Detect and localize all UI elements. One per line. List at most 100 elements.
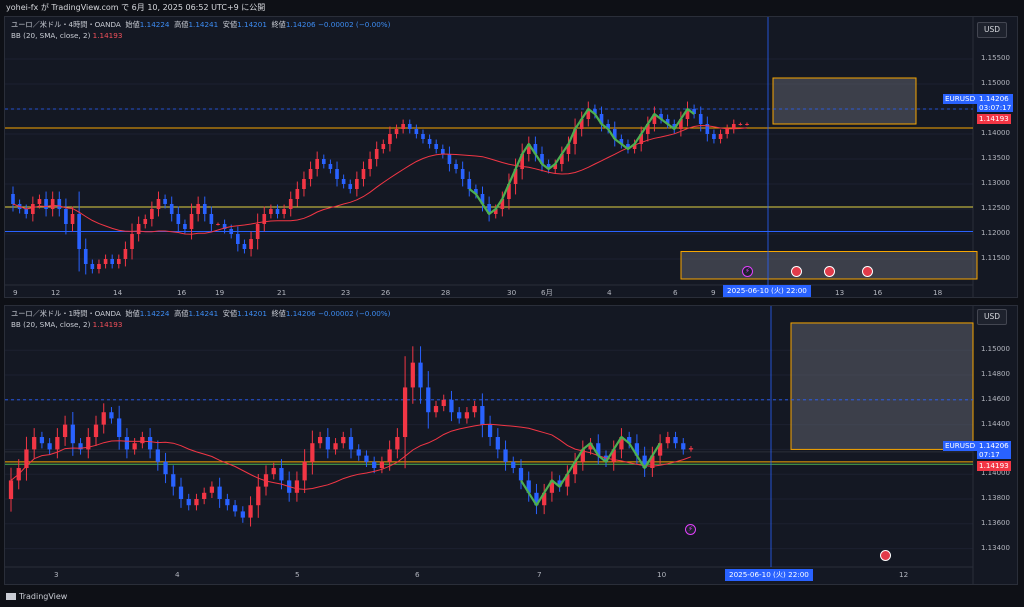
publish-header: yohei-fx が TradingView.com で 6月 10, 2025… (0, 0, 1024, 16)
candle-body (271, 468, 276, 475)
candle-body (315, 159, 319, 169)
x-tick-label: 4 (175, 570, 180, 579)
candle-body (632, 144, 637, 149)
candle-body (248, 505, 253, 518)
y-tick-label: 1.13000 (981, 179, 1010, 187)
crosshair-date-label: 2025-06-10 (火) 22:00 (723, 285, 811, 297)
x-tick-label: 10 (657, 570, 667, 579)
candle-body (282, 209, 286, 214)
candle-body (64, 209, 68, 224)
us-flag-event-icon[interactable] (824, 266, 835, 277)
candle-body (325, 437, 330, 450)
candle-body (183, 224, 187, 229)
x-tick-label: 16 (873, 288, 883, 297)
candle-body (553, 164, 558, 169)
candle-body (317, 437, 323, 444)
candle-body (407, 124, 412, 129)
candle-body (639, 134, 644, 144)
candle-body (132, 443, 137, 450)
symbol-tag: EURUSD (943, 441, 978, 451)
candle-body (599, 114, 604, 124)
us-flag-event-icon[interactable] (862, 266, 873, 277)
candle-body (526, 480, 531, 493)
us-flag-event-icon[interactable] (880, 550, 891, 561)
chart-panel-1h[interactable]: ユーロ／米ドル・1時間・OANDA 始値1.14224 高値1.14241 安値… (4, 305, 1018, 585)
candle-body (279, 468, 284, 481)
candle-body (176, 214, 181, 224)
x-tick-label: 19 (215, 288, 225, 297)
lightning-event-icon[interactable]: ⚡ (742, 266, 753, 277)
candle-body (549, 480, 555, 493)
lightning-event-icon[interactable]: ⚡ (685, 524, 696, 535)
candle-body (341, 179, 346, 184)
candle-body (194, 499, 199, 506)
y-tick-label: 1.14600 (981, 394, 1010, 403)
candle-body (348, 184, 353, 189)
candle-body (681, 443, 686, 450)
candle-body (606, 124, 610, 129)
candle-body (156, 199, 161, 209)
candle-body (394, 129, 399, 134)
symbol-info-line: ユーロ／米ドル・1時間・OANDA 始値1.14224 高値1.14241 安値… (11, 309, 391, 318)
candle-body (518, 468, 524, 481)
candle-body (688, 448, 694, 450)
candle-body (361, 169, 366, 179)
currency-button[interactable]: USD (977, 22, 1007, 38)
chart-canvas-4h[interactable] (5, 17, 1018, 298)
candle-body (186, 499, 191, 506)
candle-body (209, 486, 215, 493)
rectangle-zone (772, 77, 917, 125)
candle-body (414, 129, 419, 134)
candle-body (454, 164, 458, 169)
candle-body (572, 461, 578, 475)
candle-body (50, 199, 55, 209)
candle-body (745, 124, 749, 125)
candle-body (460, 169, 465, 179)
candle-body (718, 134, 723, 139)
x-tick-label: 5 (295, 570, 300, 579)
price-tag: 1.14206 07:17 (977, 441, 1011, 459)
y-tick-label: 1.13500 (981, 154, 1010, 162)
x-tick-label: 28 (441, 288, 451, 297)
candle-body (169, 204, 174, 214)
candle-body (356, 449, 361, 456)
us-flag-event-icon[interactable] (791, 266, 802, 277)
candle-body (232, 505, 238, 512)
x-tick-label: 26 (381, 288, 391, 297)
candle-body (495, 437, 500, 450)
currency-button[interactable]: USD (977, 309, 1007, 325)
candle-body (652, 114, 657, 124)
wave-drawing (520, 435, 662, 507)
y-tick-label: 1.15000 (981, 79, 1010, 87)
y-tick-label: 1.14000 (981, 469, 1010, 478)
candle-body (90, 264, 95, 269)
chart-canvas-1h[interactable] (5, 306, 1018, 585)
indicator-legend[interactable]: BB (20, SMA, close, 2) 1.14193 (11, 31, 123, 40)
candle-body (560, 154, 564, 164)
candle-body (236, 234, 240, 244)
chart-panel-4h[interactable]: ユーロ／米ドル・4時間・OANDA 始値1.14224 高値1.14241 安値… (4, 16, 1018, 298)
candle-body (401, 124, 405, 129)
indicator-legend[interactable]: BB (20, SMA, close, 2) 1.14193 (11, 320, 123, 329)
y-tick-label: 1.14800 (981, 370, 1010, 379)
candle-body (731, 124, 736, 129)
candle-body (493, 209, 498, 214)
candle-body (513, 169, 518, 184)
candle-body (124, 437, 130, 450)
candle-body (31, 204, 35, 214)
candle-body (163, 199, 167, 204)
candle-body (705, 124, 710, 134)
candle-body (487, 204, 491, 214)
candle-body (155, 449, 160, 462)
candle-body (143, 219, 148, 224)
x-tick-label: 30 (507, 288, 517, 297)
x-tick-label: 14 (113, 288, 123, 297)
y-tick-label: 1.12500 (981, 204, 1010, 212)
candle-body (480, 406, 485, 425)
candle-body (77, 214, 81, 249)
tradingview-footer[interactable]: TradingView (6, 591, 67, 603)
y-tick-label: 1.13600 (981, 518, 1010, 527)
candle-body (665, 437, 670, 444)
candle-body (24, 449, 29, 469)
candle-body (565, 474, 570, 487)
